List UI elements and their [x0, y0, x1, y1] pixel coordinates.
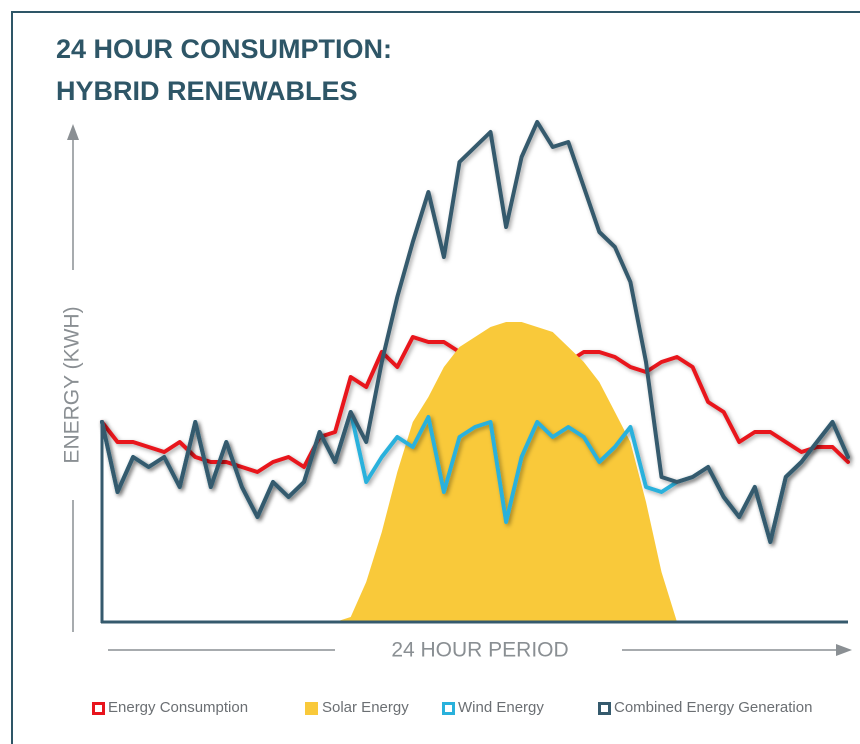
x-arrow-head [836, 644, 852, 656]
legend-label: Wind Energy [458, 699, 544, 716]
plot-area [100, 120, 850, 622]
y-arrow-head [67, 124, 79, 140]
chart-title: HYBRID RENEWABLES [56, 76, 358, 106]
legend-swatch [92, 702, 105, 715]
legend-label: Combined Energy Generation [614, 699, 812, 716]
y-axis-label: ENERGY (KWH) [61, 306, 84, 463]
card-border [11, 11, 860, 744]
legend-swatch [442, 702, 455, 715]
legend-swatch [305, 702, 318, 715]
legend-swatch [598, 702, 611, 715]
x-axis-label: 24 HOUR PERIOD [391, 639, 568, 662]
area [102, 322, 848, 622]
plot-frame [100, 420, 848, 624]
line [100, 120, 850, 544]
legend-label: Solar Energy [322, 699, 409, 716]
legend: Energy Consumption Solar Energy Wind Energ… [92, 699, 812, 716]
chart-title: 24 HOUR CONSUMPTION: [56, 34, 392, 64]
legend-label: Energy Consumption [108, 699, 248, 716]
